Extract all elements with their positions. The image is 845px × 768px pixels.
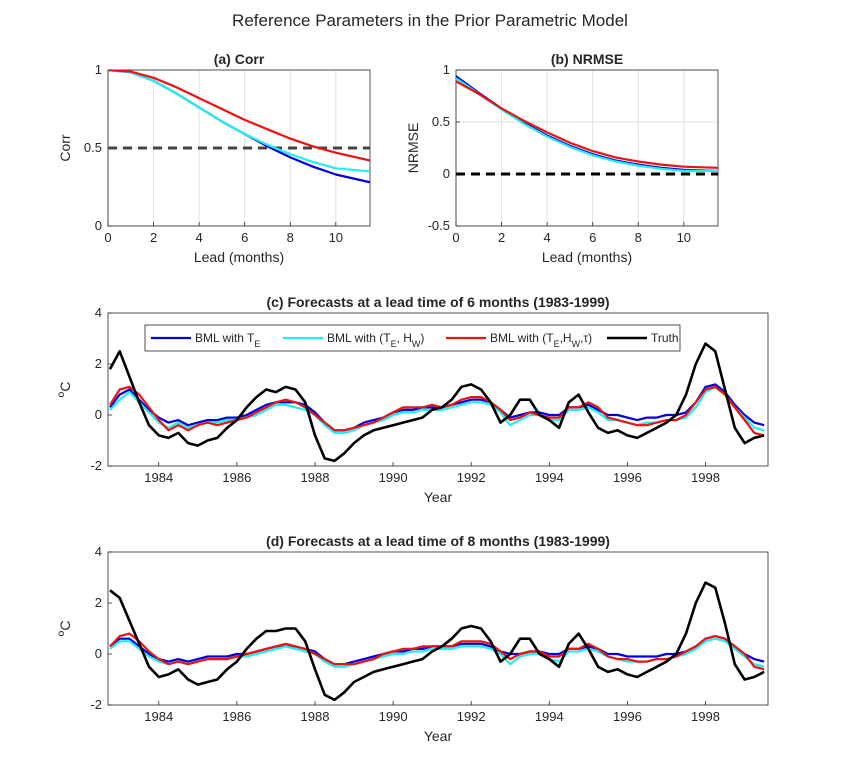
y-tick-label: 4: [95, 305, 102, 320]
x-tick-label: 2: [498, 230, 505, 245]
y-tick-label: 0.5: [432, 114, 450, 129]
y-axis-label: NRMSE: [405, 123, 421, 174]
y-tick-label: -2: [90, 697, 102, 712]
axes-box: [107, 312, 769, 467]
x-axis-label: Lead (months): [194, 249, 284, 265]
legend-label-truth: Truth: [651, 331, 679, 345]
x-tick-label: 1988: [301, 470, 330, 485]
legend-label-te_hw: BML with (TE, HW): [327, 331, 424, 349]
y-tick-label: -2: [90, 458, 102, 473]
x-tick-label: 6: [589, 230, 596, 245]
y-axis-label: Corr: [57, 134, 73, 162]
x-tick-label: 10: [329, 230, 343, 245]
x-tick-label: 6: [241, 230, 248, 245]
x-tick-label: 1984: [144, 470, 173, 485]
panel-title: (b) NRMSE: [551, 51, 623, 67]
legend-label-te_hw_tau: BML with (TE,HW,τ): [490, 331, 592, 349]
x-tick-label: 1994: [535, 709, 564, 724]
x-tick-label: 1992: [457, 470, 486, 485]
axes-box: [455, 69, 719, 227]
legend-label-te: BML with TE: [195, 331, 260, 349]
x-tick-label: 1990: [379, 709, 408, 724]
x-tick-label: 4: [544, 230, 551, 245]
series-line-truth: [109, 581, 765, 702]
x-tick-label: 1992: [457, 709, 486, 724]
series-line-te_hw_tau: [108, 70, 370, 162]
y-tick-label: 0: [95, 407, 102, 422]
series-line-te_hw_tau: [456, 80, 718, 169]
y-tick-label: 0: [443, 166, 450, 181]
y-axis-label: oC: [55, 382, 73, 398]
x-tick-label: 0: [104, 230, 111, 245]
y-tick-label: 4: [95, 544, 102, 559]
x-tick-label: 1984: [144, 709, 173, 724]
x-tick-label: 1986: [222, 709, 251, 724]
x-tick-label: 1986: [222, 470, 251, 485]
x-tick-label: 8: [287, 230, 294, 245]
y-tick-label: 1: [443, 62, 450, 77]
y-axis-label: oC: [55, 621, 73, 637]
x-tick-label: 4: [196, 230, 203, 245]
series-line-te_hw: [108, 70, 370, 173]
figure-suptitle: Reference Parameters in the Prior Parame…: [232, 11, 628, 30]
panel-title: (a) Corr: [214, 51, 265, 67]
x-axis-label: Year: [424, 728, 453, 744]
panel-a: 0 2 4 6 8 10 0 0.5 1 (a) Corr Lead (months) Corr: [57, 51, 371, 265]
x-tick-label: 2: [150, 230, 157, 245]
x-tick-label: 1998: [691, 709, 720, 724]
x-axis-label: Lead (months): [542, 249, 632, 265]
x-tick-label: 1996: [613, 709, 642, 724]
legend: BML with TE BML with (TE, HW) BML with (TE…: [144, 324, 681, 352]
series-line-te_hw_tau: [109, 385, 765, 437]
y-tick-label: -0.5: [428, 218, 450, 233]
x-tick-label: 1988: [301, 709, 330, 724]
x-tick-label: 1998: [691, 470, 720, 485]
y-tick-label: 2: [95, 356, 102, 371]
series-line-truth: [108, 342, 765, 463]
x-tick-label: 1996: [613, 470, 642, 485]
y-tick-label: 0.5: [84, 140, 102, 155]
y-tick-label: 1: [95, 62, 102, 77]
x-tick-label: 1990: [379, 470, 408, 485]
legend-box: [144, 324, 681, 352]
x-tick-label: 0: [452, 230, 459, 245]
x-tick-label: 1994: [535, 470, 564, 485]
y-tick-label: 2: [95, 595, 102, 610]
y-tick-label: 0: [95, 218, 102, 233]
panel-title: (d) Forecasts at a lead time of 8 months…: [266, 533, 610, 549]
series-line-te_hw_tau: [109, 632, 765, 671]
panel-c: 1984 1986 1988 1990 1992 1994 1996 1998 -2 0 2 4 (c)…: [55, 294, 769, 505]
y-tick-label: 0: [95, 646, 102, 661]
panel-d: 1984 1986 1988 1990 1992 1994 1996 1998 -2 0 2 4 (d)…: [55, 533, 769, 744]
axes-box: [107, 551, 769, 706]
panel-title: (c) Forecasts at a lead time of 6 months…: [266, 294, 609, 310]
x-tick-label: 8: [635, 230, 642, 245]
x-tick-label: 10: [677, 230, 691, 245]
x-axis-label: Year: [424, 489, 453, 505]
